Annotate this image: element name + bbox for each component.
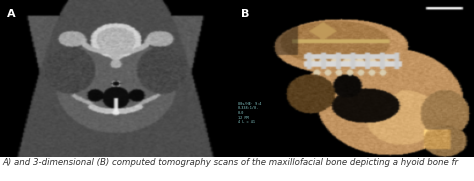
Text: A: A <box>7 9 16 19</box>
Text: A) and 3-dimensional (B) computed tomography scans of the maxillofacial bone dep: A) and 3-dimensional (B) computed tomogr… <box>2 158 458 167</box>
Text: 80s/HE· 9:4
0.338:1/0.
0.0
12 PM
4 L = 41: 80s/HE· 9:4 0.338:1/0. 0.0 12 PM 4 L = 4… <box>238 102 262 124</box>
Text: B: B <box>241 9 249 19</box>
